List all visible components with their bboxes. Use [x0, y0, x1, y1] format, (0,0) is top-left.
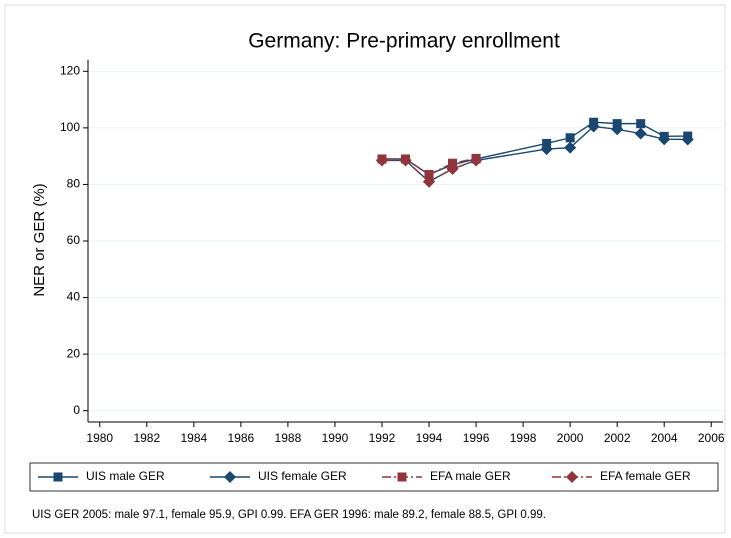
x-tick-label: 1982: [133, 431, 160, 445]
y-axis-label: NER or GER (%): [31, 183, 48, 296]
x-tick-label: 1988: [275, 431, 302, 445]
marker: [636, 119, 646, 129]
marker: [634, 127, 647, 140]
marker: [681, 133, 694, 146]
marker: [540, 143, 553, 156]
x-tick-label: 1984: [180, 431, 207, 445]
x-tick-label: 1980: [86, 431, 113, 445]
marker: [375, 154, 388, 167]
x-tick-label: 1998: [510, 431, 537, 445]
marker: [399, 154, 412, 167]
x-tick-label: 1992: [369, 431, 396, 445]
legend-label: EFA female GER: [600, 469, 691, 483]
marker: [424, 170, 434, 180]
marker: [397, 472, 407, 482]
marker: [564, 141, 577, 154]
legend-label: UIS female GER: [258, 469, 347, 483]
y-tick-label: 80: [67, 177, 81, 191]
marker: [565, 133, 575, 143]
marker: [587, 120, 600, 133]
marker: [566, 471, 578, 483]
y-tick-label: 0: [73, 403, 80, 417]
x-tick-label: 2004: [651, 431, 678, 445]
x-tick-label: 1994: [416, 431, 443, 445]
x-tick-label: 1986: [228, 431, 255, 445]
marker: [423, 175, 436, 188]
frame: [4, 4, 726, 534]
legend-label: EFA male GER: [430, 469, 511, 483]
legend: [29, 462, 719, 492]
marker: [658, 133, 671, 146]
legend-label: UIS male GER: [86, 469, 165, 483]
y-tick-label: 60: [67, 233, 81, 247]
x-tick-label: 2000: [557, 431, 584, 445]
marker: [224, 471, 236, 483]
marker: [611, 123, 624, 136]
x-tick-label: 2006: [698, 431, 725, 445]
y-tick-label: 40: [67, 290, 81, 304]
x-tick-label: 1996: [463, 431, 490, 445]
x-tick-label: 2002: [604, 431, 631, 445]
marker: [446, 162, 459, 175]
y-tick-label: 20: [67, 346, 81, 360]
note: UIS GER 2005: male 97.1, female 95.9, GP…: [32, 509, 546, 521]
y-tick-label: 120: [60, 63, 80, 77]
x-tick-label: 1990: [322, 431, 349, 445]
marker: [53, 472, 63, 482]
chart-title: Germany: Pre-primary enrollment: [248, 30, 560, 53]
y-tick-label: 100: [60, 120, 80, 134]
marker: [470, 154, 483, 167]
